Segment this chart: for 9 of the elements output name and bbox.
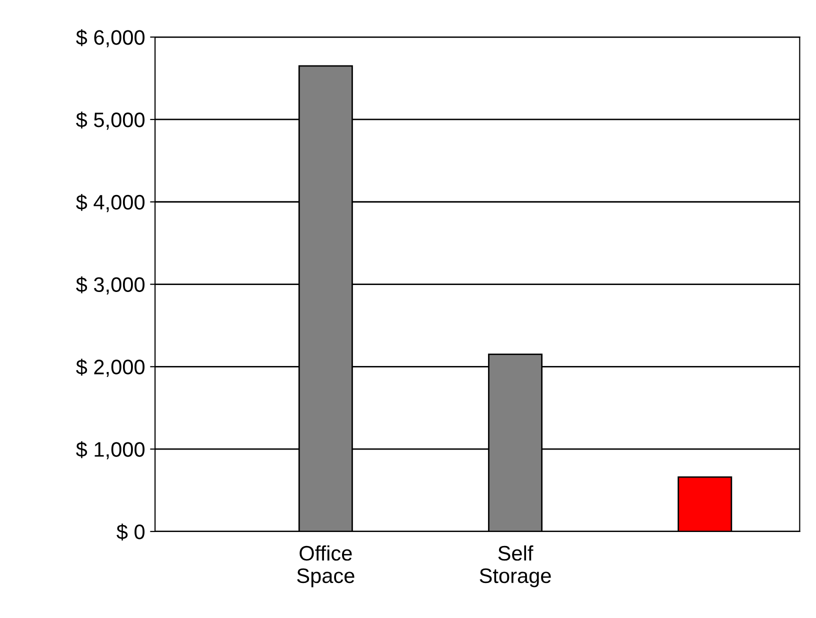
y-tick-label: $ 3,000: [76, 276, 145, 294]
y-tick-label: $ 6,000: [76, 29, 145, 48]
y-tick-label: $ 2,000: [76, 358, 145, 377]
y-tick-label: $ 1,000: [76, 441, 145, 460]
y-tick-label: $ 5,000: [76, 112, 145, 130]
x-tick-label: Office Space: [297, 545, 354, 588]
y-tick-label: $ 0: [116, 524, 145, 540]
x-tick-label: Self Storage: [480, 545, 551, 588]
y-tick-label: $ 4,000: [76, 194, 145, 212]
